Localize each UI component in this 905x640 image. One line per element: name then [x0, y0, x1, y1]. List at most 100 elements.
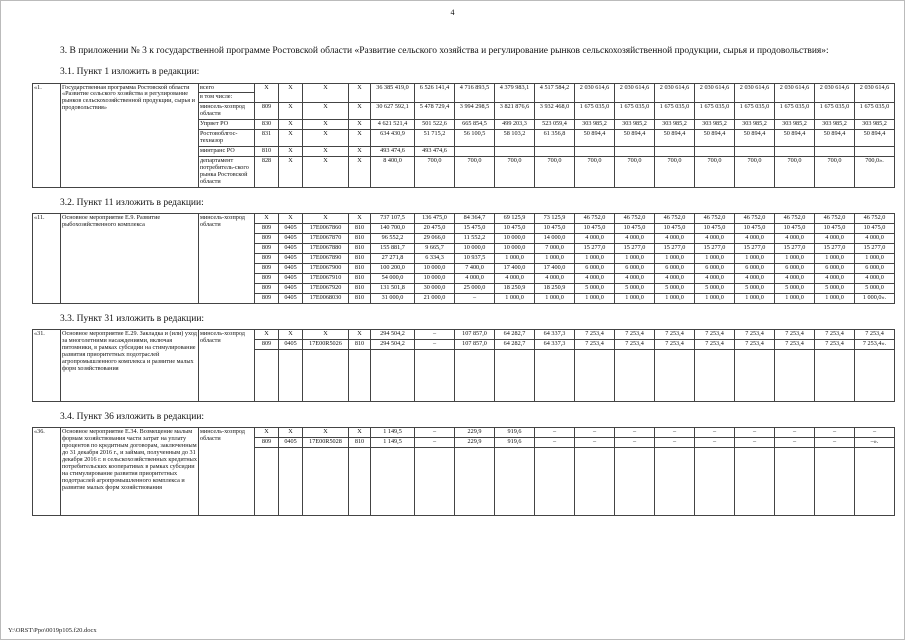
table-cell: 20 475,0 — [414, 223, 455, 235]
table-cell: X — [278, 427, 303, 439]
table-cell: в том числе: — [198, 92, 255, 104]
table-cell: 17Е0067860 — [302, 223, 349, 235]
table-cell: 700,0 — [694, 156, 735, 188]
table-cell: 136 475,0 — [414, 213, 455, 225]
table-cell: 700,0 — [454, 156, 495, 188]
table-cell: 17Е00R5028 — [302, 437, 349, 449]
table-cell: 69 125,9 — [494, 213, 535, 225]
table-cell — [302, 447, 349, 517]
table-cell: 493 474,6 — [414, 146, 455, 158]
table-cell — [370, 447, 415, 517]
table-cell: 294 504,2 — [370, 329, 415, 340]
table-cell: 6 000,0 — [614, 262, 655, 274]
table-cell: 1 000,0 — [534, 292, 575, 304]
table-cell: 4 000,0 — [774, 272, 815, 284]
table-cell: 10 475,0 — [494, 223, 535, 235]
table-cell: 810 — [348, 282, 371, 294]
table-cell: 30 000,0 — [414, 282, 455, 294]
table-cell: 501 522,6 — [414, 119, 455, 131]
table-cell — [370, 348, 415, 402]
table-cell: 1 000,0 — [734, 252, 775, 264]
table-cell: 7 253,4 — [614, 338, 655, 350]
table-cell: 3 932 468,0 — [534, 102, 575, 121]
table-cell: 15 277,0 — [654, 243, 695, 254]
table-cell — [574, 146, 615, 158]
table-cell: 700,0 — [654, 156, 695, 188]
table-cell: 46 752,0 — [694, 213, 735, 225]
table-cell: 17Е0067880 — [302, 243, 349, 254]
table-cell — [814, 146, 855, 158]
table-cell: 303 985,2 — [774, 119, 815, 131]
table-cell: 6 000,0 — [734, 262, 775, 274]
section-3-3-heading: 3.3. Пункт 31 изложить в редакции: — [60, 313, 205, 324]
table-cell: 5 000,0 — [614, 282, 655, 294]
table-cell: 810 — [348, 223, 371, 235]
table-cell: 2 030 614,6 — [614, 82, 655, 104]
table-cell: 0405 — [278, 292, 303, 304]
table-cell: 1 000,0 — [814, 292, 855, 304]
table-cell: 64 337,3 — [534, 329, 575, 340]
table-cell: – — [854, 427, 895, 439]
table-cell: X — [302, 129, 349, 148]
table-cell: –». — [854, 437, 895, 449]
table-cell: 6 000,0 — [774, 262, 815, 274]
table-cell: – — [694, 437, 735, 449]
table-cell: 50 894,4 — [694, 129, 735, 148]
table-cell: 1 000,0 — [494, 292, 535, 304]
table-cell: 6 000,0 — [854, 262, 895, 274]
table-cell — [614, 447, 655, 517]
table-cell: 46 752,0 — [734, 213, 775, 225]
table-cell: 6 526 141,4 — [414, 82, 455, 104]
table-cell: 7 400,0 — [454, 262, 495, 274]
table-cell: 809 — [254, 437, 279, 449]
table-cell: 1 000,0 — [534, 252, 575, 264]
table-cell — [278, 348, 303, 402]
table-cell: 10 475,0 — [774, 223, 815, 235]
table-cell: 2 030 614,6 — [574, 82, 615, 104]
table-cell: 4 000,0 — [614, 272, 655, 284]
table-cell: 1 000,0 — [854, 252, 895, 264]
table-cell: 0405 — [278, 243, 303, 254]
table-cell: X — [254, 427, 279, 439]
table-cell: 0405 — [278, 262, 303, 274]
table-cell: 4 000,0 — [854, 233, 895, 244]
table-cell: 17Е0067920 — [302, 282, 349, 294]
table-cell: минсель-хозпрод области — [198, 329, 255, 402]
table-cell: 7 253,4 — [694, 338, 735, 350]
table-cell — [574, 348, 615, 402]
table-cell: 30 627 592,1 — [370, 102, 415, 121]
table-cell — [734, 447, 775, 517]
table-cell: X — [278, 329, 303, 340]
table-cell: X — [348, 129, 371, 148]
table-cell: 0405 — [278, 437, 303, 449]
table-cell — [254, 348, 279, 402]
table-cell — [814, 348, 855, 402]
table-cell: 10 475,0 — [534, 223, 575, 235]
table-cell: 7 253,4 — [814, 329, 855, 340]
table-cell: 64 337,3 — [534, 338, 575, 350]
table-cell: 6 000,0 — [814, 262, 855, 274]
table-cell: 810 — [348, 233, 371, 244]
table-cell — [854, 348, 895, 402]
table-cell: 15 277,0 — [694, 243, 735, 254]
table-cell: 31 000,0 — [370, 292, 415, 304]
table-cell: 523 059,4 — [534, 119, 575, 131]
table-cell: 1 149,5 — [370, 427, 415, 439]
table-cell: 828 — [254, 156, 279, 188]
table-cell: 155 881,7 — [370, 243, 415, 254]
table-cell: «36. — [32, 427, 61, 517]
table-cell: – — [414, 329, 455, 340]
table-cell: X — [302, 146, 349, 158]
table-cell: X — [302, 119, 349, 131]
table-cell: «1. — [32, 82, 61, 188]
table-cell: 1 675 035,0 — [854, 102, 895, 121]
table-cell: X — [302, 156, 349, 188]
table-cell: «31. — [32, 329, 61, 402]
table-cell — [534, 447, 575, 517]
table-cell — [302, 348, 349, 402]
table-cell: 4 000,0 — [814, 233, 855, 244]
table-cell — [694, 348, 735, 402]
table-cell: – — [654, 427, 695, 439]
table-cell: – — [734, 437, 775, 449]
